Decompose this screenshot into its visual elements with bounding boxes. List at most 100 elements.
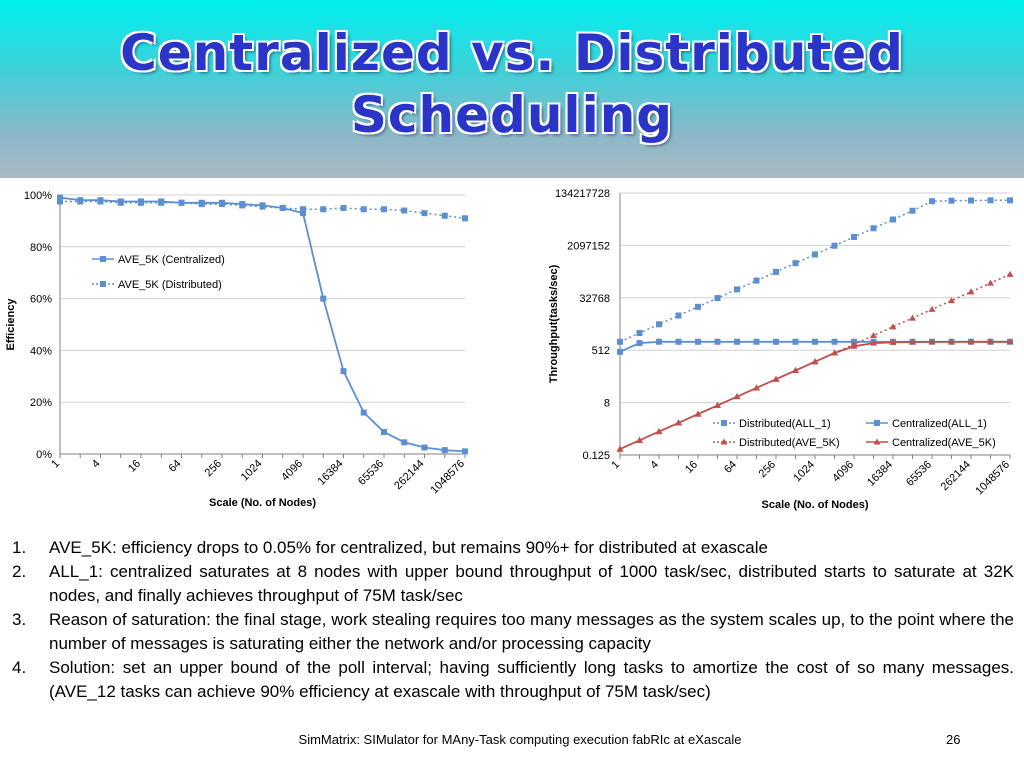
data-point — [178, 199, 185, 206]
x-tick-label: 4 — [90, 458, 103, 471]
bullet-number: 4. — [12, 658, 27, 677]
data-point — [1006, 270, 1014, 277]
data-point — [381, 428, 387, 435]
data-point — [77, 198, 84, 205]
data-point — [948, 197, 955, 204]
legend-marker-1 — [100, 281, 106, 287]
data-point — [239, 202, 246, 209]
x-tick-label: 16 — [126, 458, 143, 475]
data-point — [753, 277, 760, 284]
bullet-number: 3. — [12, 610, 27, 629]
data-point — [219, 201, 225, 208]
y-tick-label: 512 — [592, 345, 610, 357]
data-point — [831, 338, 838, 345]
x-tick-label: 64 — [166, 458, 183, 475]
y-axis-title: Throughput(tasks/sec) — [548, 264, 560, 383]
y-tick-label: 60% — [30, 294, 52, 306]
data-point — [340, 368, 347, 375]
slide-title-line-2: Scheduling — [350, 86, 674, 144]
data-point — [401, 207, 408, 214]
data-point — [636, 340, 643, 347]
legend-marker-1 — [874, 420, 880, 426]
x-tick-label: 64 — [722, 459, 739, 476]
data-point — [462, 215, 468, 222]
bullet-list: 1. AVE_5K: efficiency drops to 0.05% for … — [8, 536, 1014, 704]
data-point — [714, 401, 721, 408]
bullet-text: ALL_1: centralized saturates at 8 nodes … — [49, 562, 1014, 605]
x-tick-label: 4096 — [830, 459, 856, 485]
data-point — [928, 305, 936, 312]
x-tick-label: 65536 — [356, 458, 386, 488]
slide-title-line-1: Centralized vs. Distributed — [120, 24, 904, 82]
legend-label-0: AVE_5K (Centralized) — [118, 254, 225, 266]
data-point — [1007, 197, 1013, 204]
data-point — [851, 233, 857, 240]
data-point — [929, 198, 935, 205]
data-point — [381, 206, 387, 213]
data-point — [870, 225, 877, 232]
data-point — [850, 342, 858, 349]
data-point — [300, 210, 306, 217]
legend-label-3: Centralized(AVE_5K) — [892, 437, 996, 449]
x-tick-label: 16 — [683, 459, 700, 476]
data-point — [909, 207, 916, 214]
bullet-text: AVE_5K: efficiency drops to 0.05% for ce… — [49, 538, 768, 557]
data-point — [968, 197, 974, 204]
data-point — [158, 199, 165, 206]
x-tick-label: 16384 — [865, 459, 895, 489]
data-point — [198, 201, 205, 208]
x-axis-title: Scale (No. of Nodes) — [762, 499, 869, 511]
bullet-item: 1. AVE_5K: efficiency drops to 0.05% for … — [8, 536, 1014, 560]
legend-marker-0 — [721, 420, 727, 426]
data-point — [656, 338, 662, 345]
title-band — [0, 0, 1024, 178]
data-point — [792, 260, 799, 267]
data-point — [987, 338, 994, 345]
data-point — [909, 338, 916, 345]
y-tick-label: 2097152 — [567, 240, 610, 252]
series-line-0 — [59, 196, 466, 453]
x-tick-label: 256 — [757, 459, 778, 480]
data-point — [117, 199, 124, 206]
y-tick-label: 0% — [36, 449, 52, 461]
data-point — [831, 242, 838, 249]
data-point — [831, 349, 838, 356]
series-line-3 — [619, 340, 1010, 450]
legend-marker-0 — [100, 256, 106, 262]
y-tick-label: 0.125 — [582, 450, 610, 462]
data-point — [773, 338, 779, 345]
data-point — [909, 314, 916, 321]
x-tick-label: 65536 — [904, 459, 934, 489]
x-tick-label: 1 — [609, 459, 622, 472]
y-tick-label: 80% — [30, 242, 52, 254]
data-point — [753, 384, 760, 391]
slide-title: Centralized vs. Distributed Scheduling — [0, 22, 1024, 146]
bullet-text: Reason of saturation: the final stage, w… — [49, 610, 1014, 653]
data-point — [360, 409, 367, 416]
x-tick-label: 256 — [203, 458, 224, 479]
x-axis-title: Scale (No. of Nodes) — [209, 497, 316, 509]
y-tick-label: 40% — [30, 345, 52, 357]
y-tick-label: 32768 — [579, 293, 610, 305]
page-number: 26 — [946, 732, 961, 747]
x-tick-label: 1024 — [239, 458, 265, 484]
data-point — [617, 348, 623, 355]
data-point — [772, 375, 780, 382]
data-point — [656, 321, 662, 328]
data-point — [636, 436, 643, 443]
data-point — [340, 204, 347, 211]
data-point — [320, 295, 327, 302]
legend-label-1: Centralized(ALL_1) — [892, 418, 987, 430]
data-point — [812, 338, 818, 345]
data-point — [734, 286, 740, 293]
legend-label-2: Distributed(AVE_5K) — [739, 437, 840, 449]
data-point — [421, 444, 428, 451]
x-tick-label: 262144 — [939, 459, 973, 493]
data-point — [714, 338, 721, 345]
data-point — [1006, 338, 1014, 345]
data-point — [675, 419, 682, 426]
data-point — [57, 194, 63, 201]
data-point — [987, 279, 994, 286]
data-point — [773, 268, 779, 275]
data-point — [441, 447, 448, 454]
